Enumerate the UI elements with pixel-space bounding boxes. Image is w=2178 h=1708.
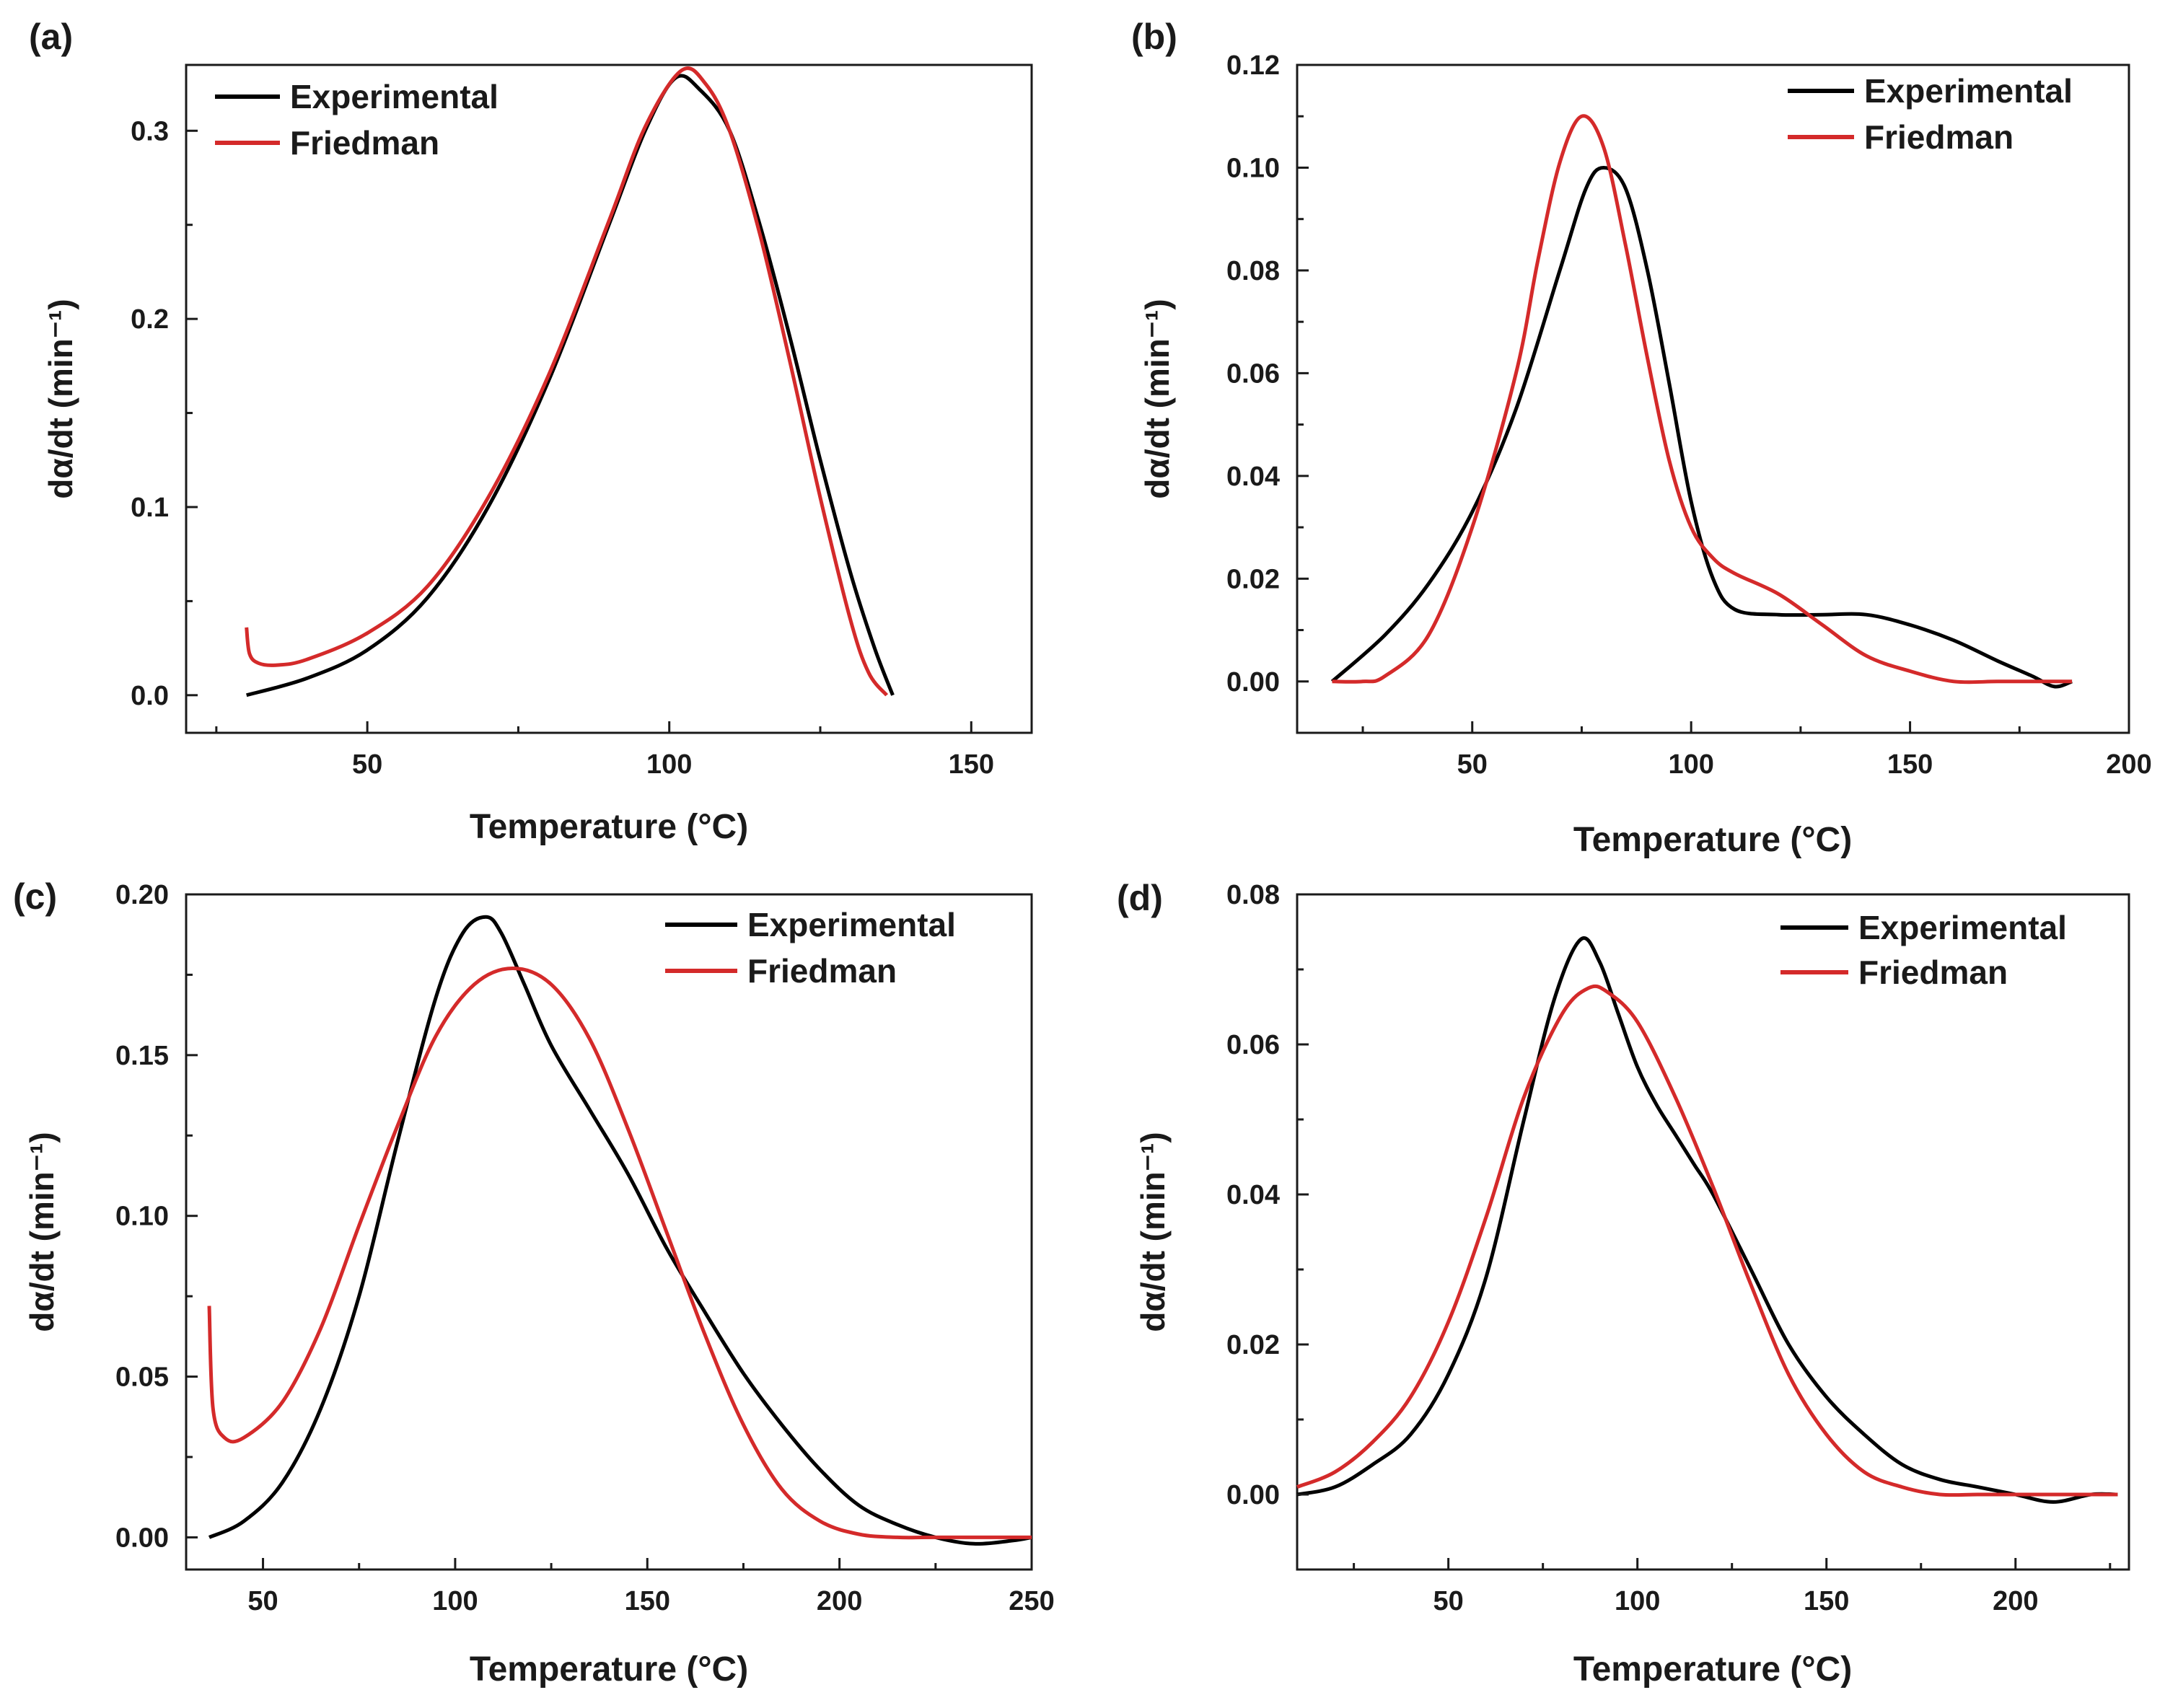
panel-c-series-friedman-line (207, 966, 1032, 1540)
panel-c-ytick-0.10: 0.10 (115, 1202, 169, 1232)
panel-c-tick-marks (186, 893, 1033, 1570)
panel-b-series-friedman-line (1332, 114, 2073, 684)
panel-b-legend-label-experimental: Experimental (1864, 72, 2073, 110)
panel-b-legend: Experimental Friedman (1788, 72, 2073, 156)
panel-b-xtick-200: 200 (2106, 749, 2151, 780)
panel-a-x-axis-label: Temperature (°C) (470, 808, 748, 846)
panel-b-xtick-150: 150 (1887, 749, 1933, 780)
panel-b-legend-label-friedman: Friedman (1864, 118, 2014, 156)
panel-a-tick-marks (186, 129, 972, 733)
panel-b-tick-marks (1297, 63, 2130, 734)
panel-a-xticks: 50 100 150 (352, 749, 994, 780)
panel-a-xtick-100: 100 (646, 749, 692, 780)
panel-d-legend: Experimental Friedman (1780, 909, 2067, 991)
panel-a-xtick-50: 50 (352, 749, 382, 780)
panel-a-legend: Experimental Friedman (215, 78, 499, 162)
panel-d-tick-marks (1297, 893, 2112, 1571)
panel-a-ytick-0.2: 0.2 (131, 304, 169, 335)
panel-d-label: (d) (1117, 878, 1163, 918)
panel-d-legend-label-experimental: Experimental (1858, 909, 2067, 946)
panel-a-label: (a) (29, 17, 73, 57)
panel-b-x-axis-label: Temperature (°C) (1573, 821, 1852, 859)
panel-d-ytick-0.02: 0.02 (1226, 1330, 1280, 1360)
panel-c-ytick-0.05: 0.05 (115, 1363, 169, 1393)
panel-d-series-experimental-line (1296, 936, 2118, 1504)
panel-d-ytick-0.00: 0.00 (1226, 1480, 1280, 1510)
panel-c-xtick-50: 50 (247, 1586, 278, 1616)
panel-d-plot-frame (1296, 893, 2130, 1571)
panel-b: (b) 50 100 150 200 0.00 0.02 0.04 0.06 0… (1131, 17, 2152, 859)
panel-c-xtick-250: 250 (1009, 1586, 1054, 1616)
panel-b-plot-frame (1296, 63, 2130, 734)
panel-d-xtick-150: 150 (1804, 1586, 1849, 1616)
panel-d-xtick-50: 50 (1433, 1586, 1463, 1616)
panel-c-yticks: 0.00 0.05 0.10 0.15 0.20 (115, 880, 169, 1553)
panel-c-xtick-200: 200 (817, 1586, 862, 1616)
panel-b-ytick-0.04: 0.04 (1226, 462, 1280, 492)
panel-d-xtick-200: 200 (1993, 1586, 2038, 1616)
panel-a: (a) 50 100 150 0.0 0.1 0.2 0.3 Temperatu… (29, 17, 1033, 846)
panel-c-xtick-150: 150 (625, 1586, 670, 1616)
panel-b-ytick-0.00: 0.00 (1226, 667, 1280, 697)
panel-d-y-axis-label: dα/dt (min⁻¹) (1134, 1132, 1172, 1331)
panel-d-xtick-100: 100 (1615, 1586, 1660, 1616)
panel-a-series-friedman-line (245, 66, 889, 697)
panel-d-legend-label-friedman: Friedman (1858, 954, 2008, 991)
panel-b-ytick-0.10: 0.10 (1226, 153, 1280, 183)
panel-a-legend-label-experimental: Experimental (290, 78, 499, 115)
panel-c-plot-frame (185, 893, 1033, 1571)
panel-b-ytick-0.12: 0.12 (1226, 50, 1280, 81)
panel-c-ytick-0.20: 0.20 (115, 880, 169, 910)
panel-a-xtick-150: 150 (949, 749, 994, 780)
panel-a-ytick-0.0: 0.0 (131, 681, 169, 711)
panel-b-label: (b) (1131, 17, 1177, 57)
panel-c-xtick-100: 100 (432, 1586, 478, 1616)
panel-c-y-axis-label: dα/dt (min⁻¹) (23, 1132, 61, 1331)
panel-c-xticks: 50 100 150 200 250 (247, 1586, 1054, 1616)
panel-a-legend-label-friedman: Friedman (290, 124, 439, 162)
panel-d-ytick-0.04: 0.04 (1226, 1180, 1280, 1210)
panel-c: (c) 50 100 150 200 250 0.00 0.05 0.10 0.… (13, 876, 1055, 1689)
panel-b-ytick-0.08: 0.08 (1226, 256, 1280, 286)
panel-c-label: (c) (13, 876, 57, 917)
panel-c-legend-label-experimental: Experimental (747, 906, 956, 943)
panel-b-xticks: 50 100 150 200 (1457, 749, 2152, 780)
panel-d-x-axis-label: Temperature (°C) (1573, 1650, 1852, 1689)
panel-a-plot-frame (185, 63, 1033, 734)
panel-b-xtick-100: 100 (1668, 749, 1713, 780)
panel-b-ytick-0.02: 0.02 (1226, 564, 1280, 594)
panel-b-y-axis-label: dα/dt (min⁻¹) (1138, 299, 1176, 498)
panel-c-ytick-0.00: 0.00 (115, 1523, 169, 1553)
panel-a-ytick-0.1: 0.1 (131, 493, 169, 523)
panel-d-yticks: 0.00 0.02 0.04 0.06 0.08 (1226, 880, 1280, 1510)
panel-b-xtick-50: 50 (1457, 749, 1488, 780)
panel-d-ytick-0.06: 0.06 (1226, 1030, 1280, 1060)
panel-d: (d) 50 100 150 200 0.00 0.02 0.04 0.06 0… (1117, 878, 2130, 1689)
panel-d-ytick-0.08: 0.08 (1226, 880, 1280, 910)
panel-a-y-axis-label: dα/dt (min⁻¹) (42, 299, 79, 498)
panel-c-ytick-0.15: 0.15 (115, 1041, 169, 1071)
panel-a-yticks: 0.0 0.1 0.2 0.3 (131, 116, 169, 711)
panel-c-x-axis-label: Temperature (°C) (470, 1650, 748, 1689)
panel-b-ytick-0.06: 0.06 (1226, 358, 1280, 389)
panel-a-ytick-0.3: 0.3 (131, 116, 169, 146)
panel-d-xticks: 50 100 150 200 (1433, 1586, 2038, 1616)
panel-c-legend: Experimental Friedman (665, 906, 956, 990)
panel-b-yticks: 0.00 0.02 0.04 0.06 0.08 0.10 0.12 (1226, 50, 1280, 697)
panel-c-series-experimental-line (208, 915, 1032, 1546)
panel-c-legend-label-friedman: Friedman (747, 952, 897, 990)
panel-d-series-friedman-line (1296, 984, 2118, 1497)
